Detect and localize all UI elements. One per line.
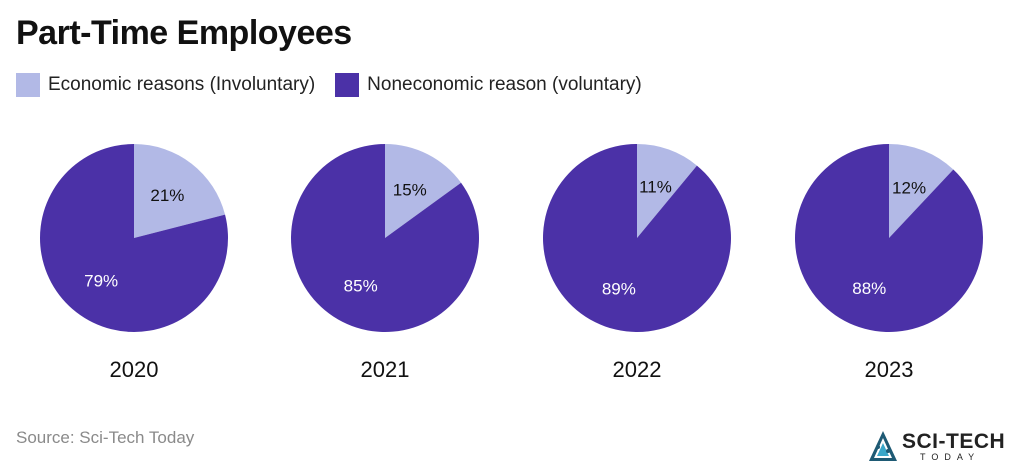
pie-year-label-2023: 2023 [865, 357, 914, 382]
pie-2023-slice-economic [889, 144, 954, 238]
pie-2020-value-label-noneconomic: 79% [84, 271, 118, 290]
pie-year-label-2021: 2021 [361, 357, 410, 382]
pie-2021-slice-economic [385, 144, 462, 238]
legend: Economic reasons (Involuntary) Noneconom… [16, 70, 662, 100]
legend-item-economic: Economic reasons (Involuntary) [16, 73, 315, 97]
pie-year-label-2020: 2020 [110, 357, 159, 382]
logo-text-main: SCI-TECH [902, 429, 1006, 453]
pie-2022-slice-economic [637, 144, 697, 238]
legend-label-economic: Economic reasons (Involuntary) [48, 74, 316, 95]
pie-2021-value-label-noneconomic: 85% [344, 277, 378, 296]
legend-swatch-noneconomic [335, 73, 360, 97]
pie-2022-slice-noneconomic [542, 144, 731, 332]
pie-2020-slice-noneconomic [39, 144, 229, 332]
pie-2020-slice-economic [134, 144, 226, 238]
pie-2023-value-label-economic: 12% [892, 178, 926, 197]
pie-year-label-2022: 2022 [613, 357, 662, 382]
logo-text-sub: TODAY [920, 451, 981, 462]
source-note: Source: Sci-Tech Today [16, 428, 195, 447]
pie-2021-value-label-economic: 15% [393, 180, 427, 199]
pie-2020-value-label-economic: 21% [150, 186, 184, 205]
pie-charts-area: 21% 79% 2020 15% 85% 2021 11% 89% 2022 12% 88% 2023 [0, 140, 1024, 390]
pie-2023-slice-noneconomic [794, 144, 983, 332]
legend-item-noneconomic: Noneconomic reason (voluntary) [335, 73, 642, 97]
pie-2023-value-label-noneconomic: 88% [852, 279, 886, 298]
chart-title: Part-Time Employees [16, 14, 352, 52]
legend-label-noneconomic: Noneconomic reason (voluntary) [367, 74, 642, 95]
legend-swatch-economic [16, 73, 40, 97]
pie-charts-svg: 21% 79% 2020 15% 85% 2021 11% 89% 2022 12% 88% 2023 [39, 144, 983, 382]
pie-2022-value-label-economic: 11% [639, 178, 672, 197]
sci-tech-logo: SCI-TECH TODAY [868, 428, 1018, 464]
pie-2022-value-label-noneconomic: 89% [602, 279, 636, 298]
logo-icon [869, 431, 897, 461]
pie-2021-slice-noneconomic [291, 144, 479, 332]
